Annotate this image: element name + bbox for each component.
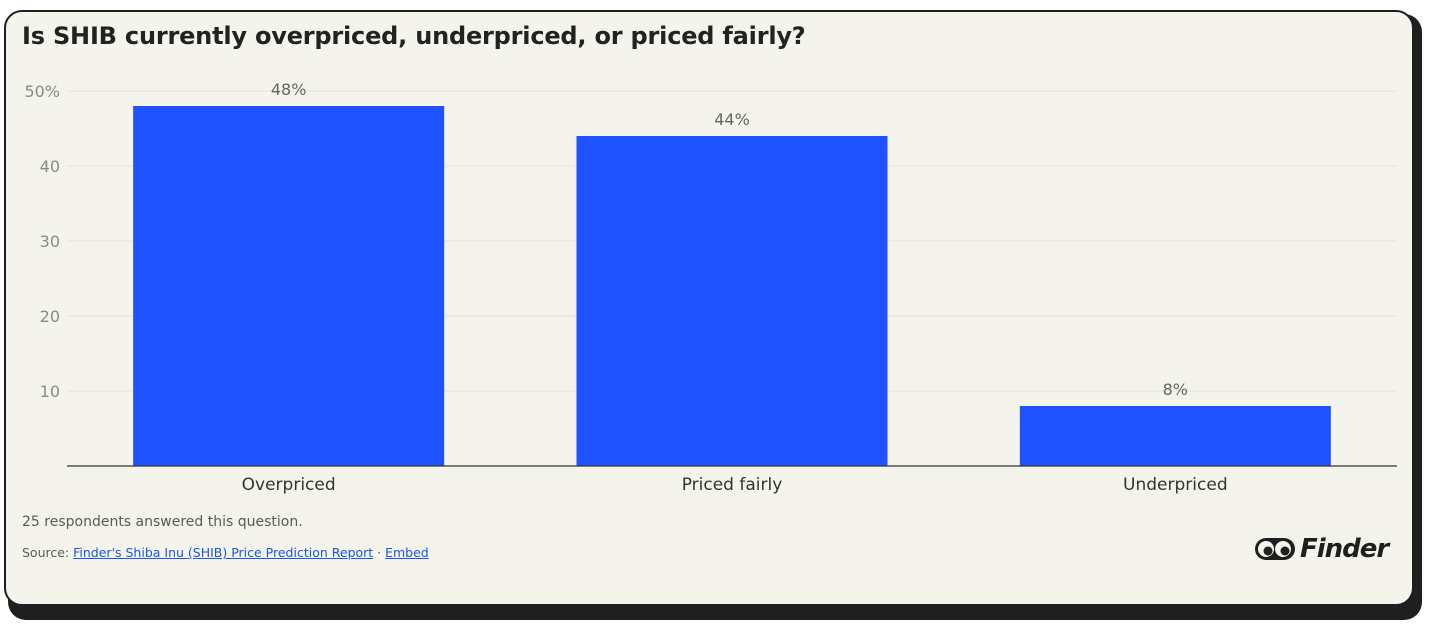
- y-axis-ticks: 10 20 30 40 50%: [24, 82, 60, 401]
- source-separator: ·: [373, 545, 386, 560]
- y-tick-label: 10: [40, 382, 60, 401]
- source-link[interactable]: Finder's Shiba Inu (SHIB) Price Predicti…: [73, 545, 374, 560]
- y-tick-label: 50%: [24, 82, 60, 101]
- finder-logo[interactable]: Finder: [1254, 534, 1389, 564]
- source-line: Source: Finder's Shiba Inu (SHIB) Price …: [22, 545, 429, 560]
- eyes-icon: [1255, 538, 1295, 560]
- respondents-note: 25 respondents answered this question.: [22, 514, 303, 530]
- x-tick-label: Overpriced: [242, 475, 336, 495]
- bar[interactable]: [1019, 406, 1331, 466]
- bar-value-label: 44%: [714, 110, 750, 129]
- finder-wordmark: Finder: [1300, 534, 1389, 564]
- bar[interactable]: [133, 106, 445, 466]
- y-tick-label: 30: [40, 232, 60, 251]
- bars: [133, 106, 1331, 466]
- x-tick-label: Priced fairly: [682, 475, 783, 495]
- y-tick-label: 20: [40, 307, 60, 326]
- source-prefix: Source:: [22, 545, 74, 560]
- x-tick-label: Underpriced: [1123, 475, 1228, 495]
- value-labels: 48% 44% 8%: [271, 80, 1188, 399]
- bar-value-label: 48%: [271, 80, 307, 99]
- bar-value-label: 8%: [1163, 380, 1188, 399]
- x-axis-labels: Overpriced Priced fairly Underpriced: [242, 475, 1228, 495]
- chart-title: Is SHIB currently overpriced, underprice…: [22, 22, 806, 50]
- y-tick-label: 40: [40, 157, 60, 176]
- embed-link[interactable]: Embed: [385, 545, 429, 560]
- bar[interactable]: [576, 136, 888, 466]
